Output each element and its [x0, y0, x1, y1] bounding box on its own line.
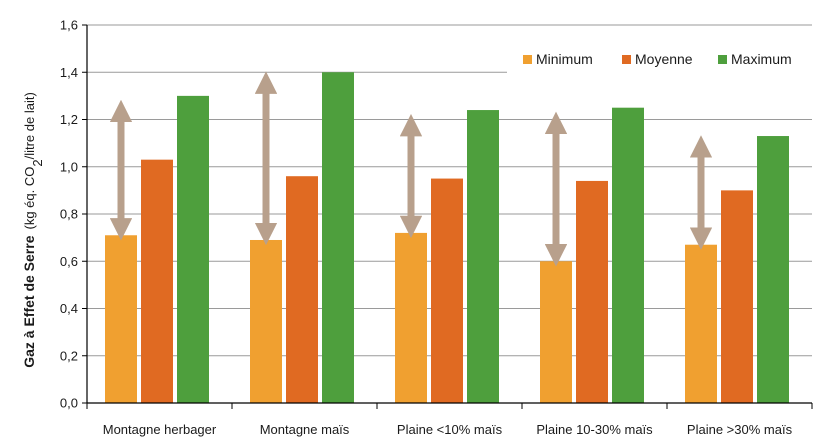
legend-label-maximum: Maximum [731, 51, 792, 67]
bar-minimum-5 [685, 244, 717, 403]
category-label: Montagne herbager [103, 422, 217, 437]
bar-maximum-4 [612, 107, 644, 403]
bar-maximum-5 [757, 136, 789, 403]
legend: Minimum Moyenne Maximum [523, 51, 792, 67]
legend-swatch-minimum [523, 55, 532, 64]
bar-maximum-3 [467, 110, 499, 404]
category-label: Plaine <10% maïs [397, 422, 503, 437]
bar-moyenne-5 [721, 190, 753, 403]
y-axis-label-main: Gaz à Effet de Serre [21, 235, 37, 367]
y-axis-label: Gaz à Effet de Serre (kg éq. CO2/litre de… [21, 92, 45, 368]
bar-moyenne-4 [576, 180, 608, 403]
legend-label-minimum: Minimum [536, 51, 593, 67]
bar-minimum-2 [250, 239, 282, 403]
axes [82, 24, 813, 409]
y-tick-label: 0,6 [60, 254, 78, 269]
bar-minimum-4 [540, 261, 572, 403]
legend-swatch-moyenne [622, 55, 631, 64]
category-label: Montagne maïs [260, 422, 350, 437]
y-tick-label: 0,8 [60, 207, 78, 222]
category-label: Plaine >30% maïs [687, 422, 793, 437]
bars [105, 72, 789, 404]
y-tick-label: 1,2 [60, 112, 78, 127]
y-tick-label: 0,4 [60, 301, 78, 316]
y-axis-label-unit-prefix: (kg éq. CO [22, 167, 37, 230]
y-axis-label-unit-suffix: /litre de lait) [22, 92, 37, 159]
bar-moyenne-1 [141, 159, 173, 403]
category-label: Plaine 10-30% maïs [536, 422, 653, 437]
legend-swatch-maximum [718, 55, 727, 64]
y-tick-label: 1,6 [60, 18, 78, 33]
bar-moyenne-2 [286, 176, 318, 403]
category-labels: Montagne herbager Montagne maïs Plaine <10… [103, 422, 793, 437]
y-axis-label-unit-subscript: 2 [30, 159, 45, 166]
bar-minimum-1 [105, 235, 137, 403]
y-tick-label: 1,4 [60, 65, 78, 80]
bar-minimum-3 [395, 232, 427, 403]
bar-moyenne-3 [431, 178, 463, 403]
legend-label-moyenne: Moyenne [635, 51, 693, 67]
y-tick-label: 1,0 [60, 159, 78, 174]
y-tick-label: 0,0 [60, 396, 78, 411]
y-tick-label: 0,2 [60, 348, 78, 363]
y-tick-labels: 0,0 0,2 0,4 0,6 0,8 1,0 1,2 1,4 1,6 [60, 18, 78, 411]
range-arrows [109, 71, 713, 267]
bar-maximum-2 [322, 72, 354, 403]
bar-maximum-1 [177, 95, 209, 403]
